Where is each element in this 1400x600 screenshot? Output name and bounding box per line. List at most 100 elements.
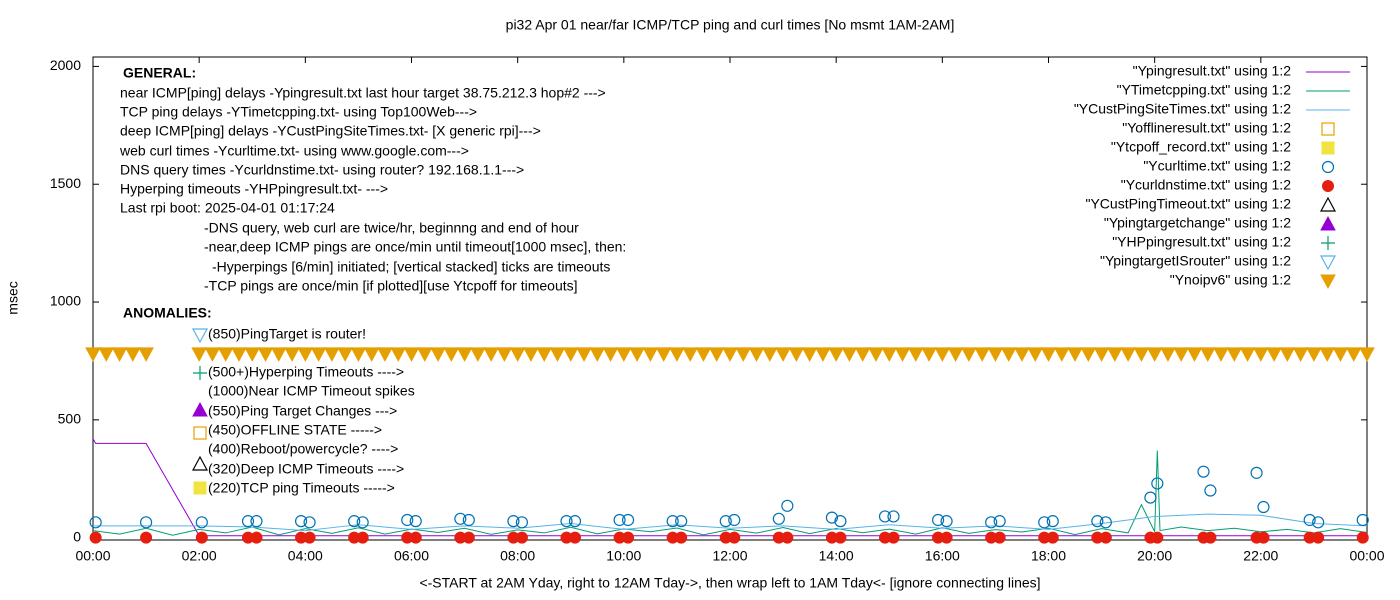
legend-label: "YTimetcpping.txt" using 1:2 [1117,82,1292,98]
data-point [1345,347,1362,362]
data-point [1292,347,1309,362]
data-point [735,347,752,362]
x-tick-label: 10:00 [606,548,641,564]
y-tick-label: 2000 [50,57,81,73]
annotation-symbol [193,481,207,495]
data-point [462,531,475,544]
data-point [947,347,964,362]
data-point [195,516,208,529]
y-axis-label: msec [5,281,21,314]
y-tick-label: 1500 [50,175,81,191]
data-point [294,515,308,528]
data-point [310,347,327,362]
data-point [666,515,679,528]
x-tick-label: 00:00 [75,548,110,564]
legend-swatch [1320,215,1336,231]
data-point [337,347,353,362]
data-point [1027,347,1044,362]
x-tick-label: 08:00 [500,548,535,564]
data-point [1356,531,1369,544]
data-point [85,347,101,362]
data-point [675,531,688,544]
data-point [1359,347,1375,362]
data-point [231,347,247,362]
annotation: GENERAL: [123,65,196,81]
annotation: (500+)Hyperping Timeouts ----> [208,364,404,380]
data-point [669,347,685,362]
data-point [356,531,369,544]
data-point [825,511,839,524]
x-tick-label: 16:00 [925,548,960,564]
annotation-symbol [191,455,209,471]
data-point [515,531,528,544]
data-point [363,347,380,362]
data-point [443,347,460,362]
data-point [878,510,892,523]
data-point [1332,347,1349,362]
data-point [515,516,529,529]
data-point [1099,516,1112,529]
x-tick-label: 18:00 [1031,548,1066,564]
data-point [496,347,513,362]
legend-label: "YHPpingresult.txt" using 1:2 [1112,234,1291,250]
annotation-symbol [191,328,209,344]
data-point [801,347,818,362]
data-point [284,347,300,362]
series-line [92,450,1368,536]
data-point [390,347,407,362]
data-point [250,515,263,528]
data-point [1303,513,1316,527]
data-point [1093,347,1110,362]
data-point [931,513,945,527]
data-point [985,516,998,529]
data-point [1204,484,1217,497]
data-point [1046,515,1059,528]
data-point [483,347,499,362]
data-point [655,347,672,362]
data-point [1099,531,1112,544]
data-point [1151,477,1164,490]
data-point [195,531,208,544]
data-point [454,512,467,525]
data-point [303,516,316,529]
annotation: DNS query times -Ycurldnstime.txt- using… [120,162,524,178]
annotation: -Hyperpings [6/min] initiated; [vertical… [212,259,610,275]
data-point [887,510,900,523]
data-point [1319,347,1336,362]
data-point [1226,347,1243,362]
data-point [403,347,420,362]
data-point [536,347,553,362]
data-point [788,347,805,362]
data-point [781,499,794,512]
data-point [1040,347,1057,362]
data-point [1197,465,1210,478]
data-point [993,531,1006,544]
data-point [622,531,635,544]
data-point [615,347,632,362]
data-point [993,515,1006,528]
data-point [1014,347,1030,362]
data-point [1204,531,1217,544]
data-point [1257,531,1270,544]
annotation: Last rpi boot: 2025-04-01 01:17:24 [120,200,335,216]
x-tick-label: 14:00 [819,548,854,564]
data-point [89,531,102,544]
y-tick-label: 500 [58,411,82,427]
data-point [887,531,900,544]
data-point [621,513,635,527]
data-point [1067,347,1083,362]
data-point [416,347,433,362]
data-point [1312,531,1325,544]
data-point [1160,347,1176,362]
annotation: (550)Ping Target Changes ---> [208,403,397,419]
annotation: (1000)Near ICMP Timeout spikes [208,383,415,399]
chart-title: pi32 Apr 01 near/far ICMP/TCP ping and c… [506,17,955,33]
data-point [89,516,102,529]
data-point [748,347,765,362]
annotation: -near,deep ICMP pings are once/min until… [204,239,626,255]
x-axis-label: <-START at 2AM Yday, right to 12AM Tday-… [419,575,1040,591]
annotation-symbol [192,401,208,417]
data-point [854,347,871,362]
